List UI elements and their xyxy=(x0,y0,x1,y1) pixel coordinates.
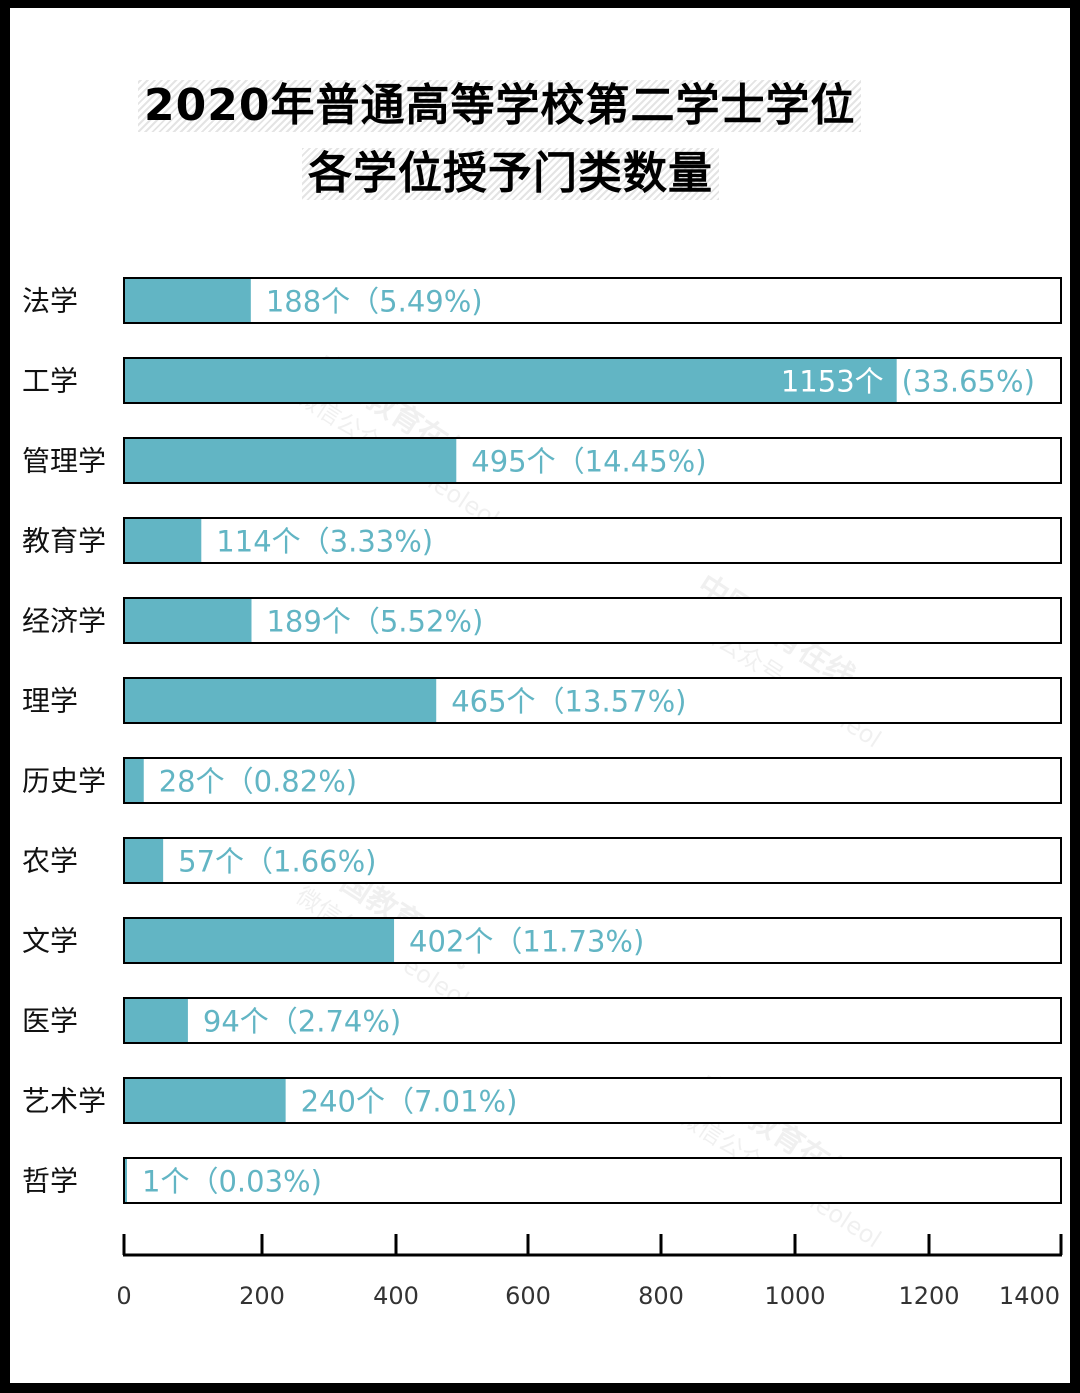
bar xyxy=(125,759,144,802)
x-tick-label: 800 xyxy=(638,1282,684,1310)
x-tick-label: 1200 xyxy=(898,1282,959,1310)
bar xyxy=(125,1159,127,1202)
bar-track xyxy=(123,997,1062,1044)
bar xyxy=(125,519,202,562)
bar xyxy=(125,999,188,1042)
data-label: 94个（2.74%) xyxy=(203,1005,401,1039)
x-tick-label: 1400 xyxy=(999,1282,1060,1310)
data-label: 1153个 xyxy=(781,365,884,399)
data-label: 402个（11.73%) xyxy=(409,925,644,959)
category-label: 农学 xyxy=(22,845,78,878)
bar xyxy=(125,839,164,882)
data-label: 189个（5.52%) xyxy=(266,605,483,639)
bar xyxy=(125,599,252,642)
category-label: 教育学 xyxy=(22,525,106,558)
data-label: 495个（14.45%) xyxy=(471,445,706,479)
category-label: 医学 xyxy=(22,1005,78,1038)
data-label: 1个（0.03%) xyxy=(142,1165,322,1199)
data-label: 28个（0.82%) xyxy=(159,765,357,799)
category-label: 工学 xyxy=(22,365,78,398)
category-label: 理学 xyxy=(22,685,78,718)
category-label: 历史学 xyxy=(22,765,106,798)
chart-title-line-2: 各学位授予门类数量 xyxy=(302,148,719,200)
data-label: 114个（3.33%) xyxy=(216,525,433,559)
data-label: 240个（7.01%) xyxy=(301,1085,518,1119)
x-tick-label: 200 xyxy=(239,1282,285,1310)
bar-track xyxy=(123,837,1062,884)
x-tick-label: 400 xyxy=(373,1282,419,1310)
bar-track xyxy=(123,277,1062,324)
bar-track xyxy=(123,597,1062,644)
data-label: 465个（13.57%) xyxy=(451,685,686,719)
data-label: 57个（1.66%) xyxy=(178,845,376,879)
bar-track xyxy=(123,1157,1062,1204)
bar xyxy=(125,359,897,402)
category-label: 哲学 xyxy=(22,1165,78,1198)
bar xyxy=(125,919,395,962)
x-tick-label: 0 xyxy=(116,1282,131,1310)
bar xyxy=(125,679,437,722)
x-tick-label: 600 xyxy=(505,1282,551,1310)
bar-track xyxy=(123,757,1062,804)
data-label: (33.65%) xyxy=(902,365,1035,399)
bar xyxy=(125,439,457,482)
bar xyxy=(125,1079,286,1122)
category-label: 法学 xyxy=(22,285,78,318)
data-label: 188个（5.49%) xyxy=(266,285,483,319)
chart-title-line-1: 2020年普通高等学校第二学士学位 xyxy=(138,80,862,132)
category-label: 管理学 xyxy=(22,445,106,478)
x-tick-label: 1000 xyxy=(764,1282,825,1310)
category-label: 文学 xyxy=(22,925,78,958)
bar-track xyxy=(123,517,1062,564)
category-label: 经济学 xyxy=(22,605,106,638)
bar xyxy=(125,279,251,322)
category-label: 艺术学 xyxy=(22,1085,106,1118)
